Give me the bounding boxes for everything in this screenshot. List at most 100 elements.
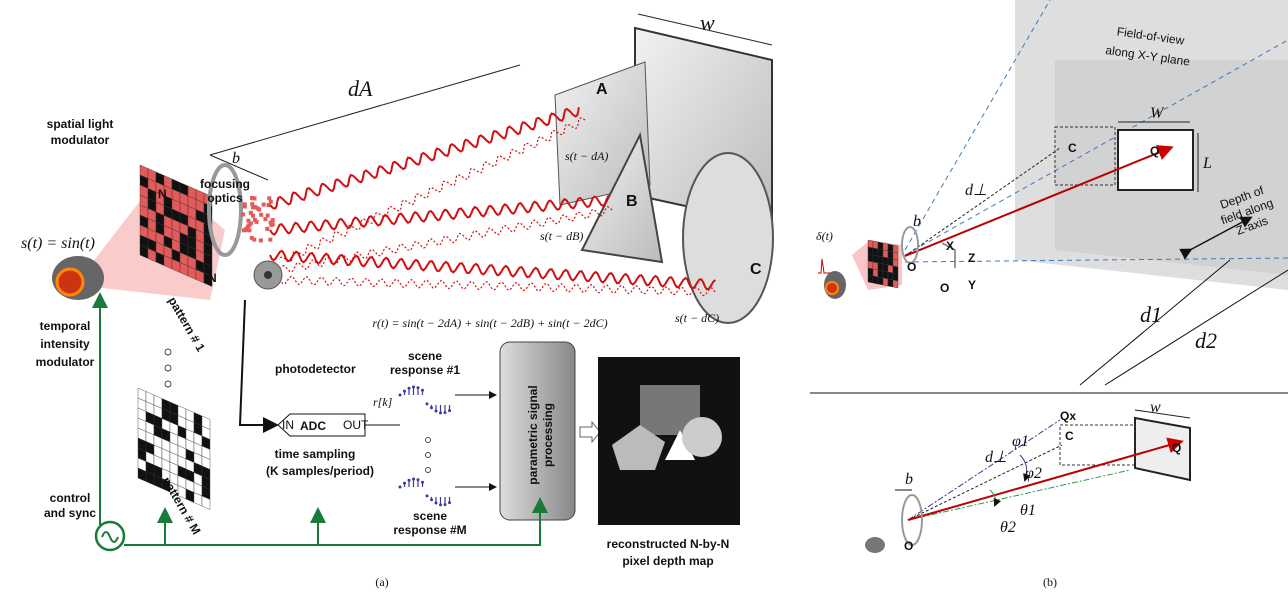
adc: ADC: [300, 419, 326, 433]
sample-dot: [435, 410, 438, 413]
camera-bb: [865, 537, 885, 553]
lens-bb: [902, 495, 922, 545]
s-a: s(t − dA): [565, 149, 608, 163]
sampling-note: (K samples/period): [266, 464, 374, 478]
speck: [244, 227, 248, 231]
depth-shape: [682, 417, 722, 457]
delta: δ(t): [816, 229, 833, 243]
top-c: C: [1068, 141, 1077, 155]
speck: [250, 202, 254, 206]
cell: [888, 265, 893, 273]
cell: [883, 243, 888, 251]
panel-b: Field-of-viewalong X-Y plane W L C Q d⊥ …: [810, 0, 1288, 589]
pattern-1: pattern # 1: [165, 295, 208, 355]
sample-dot: [421, 389, 424, 392]
cell: [868, 254, 873, 262]
cell: [883, 250, 888, 258]
speck: [252, 238, 256, 242]
cell: [873, 269, 878, 277]
figure: spatial lightmodulator focusingoptics s(…: [0, 0, 1288, 600]
bot-o: O: [904, 539, 913, 553]
theta-arc: [990, 490, 996, 505]
responses: [399, 386, 452, 507]
sample-dot: [417, 386, 420, 389]
cell: [873, 262, 878, 270]
cell: [868, 247, 873, 255]
axis-z: Z: [968, 251, 975, 265]
axis-x: X: [946, 239, 954, 253]
cell: [868, 275, 873, 283]
cell: [883, 264, 888, 272]
adc-out: OUT: [343, 418, 369, 432]
cell: [888, 258, 893, 266]
sampling: time sampling: [275, 447, 356, 461]
disk-c: [683, 153, 773, 323]
target-rect: [1118, 130, 1193, 190]
cell: [883, 257, 888, 265]
speck: [266, 214, 270, 218]
cell: [878, 263, 883, 271]
projected-pattern: [241, 196, 275, 242]
response-m: sceneresponse #M: [393, 509, 466, 537]
cell: [893, 273, 898, 281]
n-label: N: [158, 187, 167, 201]
sample-dot: [421, 481, 424, 484]
dot: [165, 365, 171, 371]
cell: [878, 270, 883, 278]
cell: [868, 268, 873, 276]
sample-dot: [430, 498, 433, 501]
axis-o: O: [940, 281, 949, 295]
cell: [878, 249, 883, 257]
sample-dot: [430, 406, 433, 409]
sample-dot: [444, 411, 447, 414]
sample-dot: [399, 394, 402, 397]
d-a: dA: [348, 76, 373, 101]
phi2: φ2: [1025, 465, 1042, 482]
cell: [888, 251, 893, 259]
slm-label: spatial lightmodulator: [47, 117, 114, 147]
speck: [262, 203, 266, 207]
speck: [259, 213, 263, 217]
cell: [893, 280, 898, 288]
speck: [265, 227, 269, 231]
hollow-arrow: [580, 422, 600, 442]
d1: d1: [1140, 302, 1162, 327]
b-label: b: [232, 150, 240, 167]
pulse: [818, 259, 830, 273]
bot-c: C: [1065, 429, 1074, 443]
cell: [893, 266, 898, 274]
d2: d2: [1195, 328, 1217, 353]
dot: [426, 468, 431, 473]
photodetector-label: photodetector: [275, 362, 356, 376]
cell: [878, 256, 883, 264]
speck: [249, 221, 253, 225]
theta1: θ1: [1020, 502, 1036, 519]
sample-dot: [403, 390, 406, 393]
top-o: O: [907, 260, 916, 274]
cell: [873, 248, 878, 256]
speck: [257, 208, 261, 212]
r-eq: r(t) = sin(t − 2dA) + sin(t − 2dB) + sin…: [372, 316, 607, 330]
cell: [873, 241, 878, 249]
cell: [873, 255, 878, 263]
speck: [271, 222, 275, 226]
sample-dot: [448, 409, 451, 412]
sample-dot: [439, 503, 442, 506]
s-b: s(t − dB): [540, 229, 583, 243]
speck: [241, 213, 245, 217]
bot-qx: Qx: [1060, 409, 1076, 423]
photodetector-eye: [264, 271, 272, 279]
return-wave: [281, 276, 715, 295]
cell: [873, 276, 878, 284]
sample-dot: [403, 482, 406, 485]
cell: [888, 279, 893, 287]
bot-w: w: [1150, 399, 1161, 416]
cell: [893, 252, 898, 260]
wave: [270, 107, 579, 208]
s-c: s(t − dC): [675, 311, 719, 325]
sample-dot: [408, 387, 411, 390]
n-label: N: [208, 271, 217, 285]
theta2: θ2: [1000, 519, 1016, 536]
camera-b-lens: [826, 282, 838, 294]
